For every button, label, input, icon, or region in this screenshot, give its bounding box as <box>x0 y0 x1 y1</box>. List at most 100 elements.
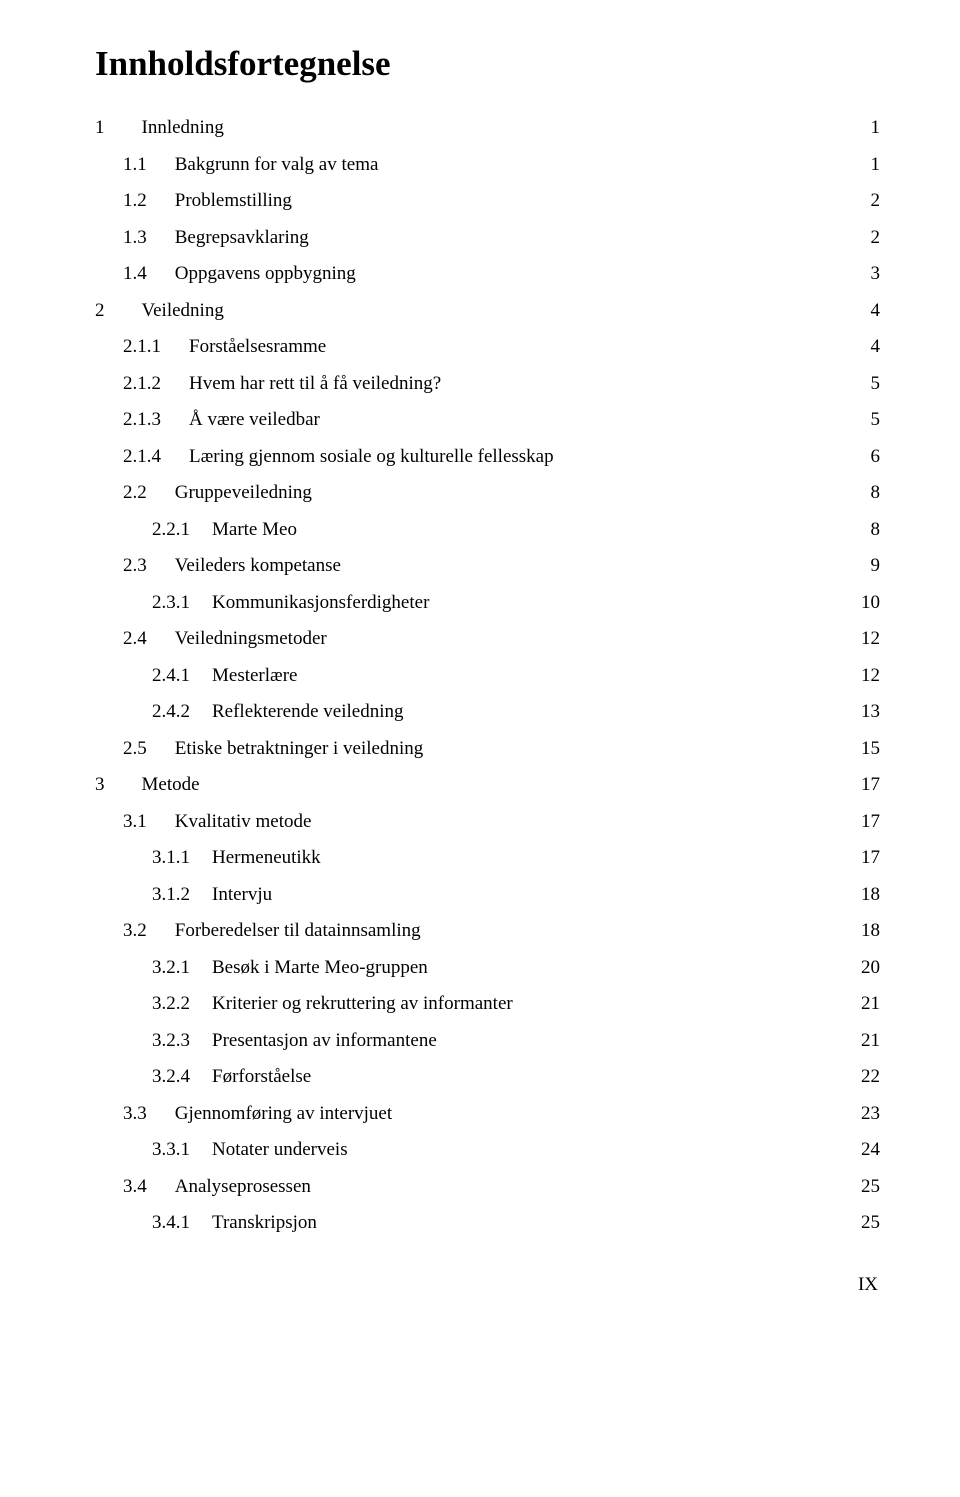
toc-entry-page: 18 <box>861 885 880 904</box>
toc-entry-page: 17 <box>861 812 880 831</box>
toc-entry: 3.3 Gjennomføring av intervjuet 23 <box>123 1104 880 1123</box>
toc-entry-number: 3.2 <box>123 921 147 940</box>
toc-entry-text: Å være veiledbar <box>189 410 320 429</box>
toc-entry-page: 21 <box>861 994 880 1013</box>
toc-entry-text: Gjennomføring av intervjuet <box>175 1104 392 1123</box>
toc-entry-number: 1.1 <box>123 155 147 174</box>
toc-entry-page: 1 <box>871 155 881 174</box>
toc-entry-page: 18 <box>861 921 880 940</box>
toc-entry: 3.1.1 Hermeneutikk 17 <box>152 848 880 867</box>
toc-entry-number: 1.2 <box>123 191 147 210</box>
toc-entry-text: Hermeneutikk <box>212 848 321 867</box>
toc-entry-page: 12 <box>861 629 880 648</box>
toc-entry-number: 3.2.4 <box>152 1067 190 1086</box>
toc-entry-text: Notater underveis <box>212 1140 348 1159</box>
toc-entry: 2.2.1Marte Meo 8 <box>152 520 880 539</box>
toc-entry-text: Begrepsavklaring <box>175 228 309 247</box>
toc-entry-page: 17 <box>861 848 880 867</box>
toc-entry-number: 1.4 <box>123 264 147 283</box>
toc-entry: 1.3Begrepsavklaring 2 <box>123 228 880 247</box>
toc-entry-number: 2 <box>95 301 105 320</box>
toc-entry: 2.2Gruppeveiledning 8 <box>123 483 880 502</box>
toc-entry: 3.3.1Notater underveis 24 <box>152 1140 880 1159</box>
toc-entry-text: Transkripsjon <box>212 1213 317 1232</box>
toc-entry: 1.1 Bakgrunn for valg av tema 1 <box>123 155 880 174</box>
toc-entry-number: 2.1.1 <box>123 337 161 356</box>
toc-entry-text: Etiske betraktninger i veiledning <box>175 739 424 758</box>
toc-entry-text: Problemstilling <box>175 191 292 210</box>
toc-entry-number: 2.3 <box>123 556 147 575</box>
toc-entry: 2.5Etiske betraktninger i veiledning 15 <box>123 739 880 758</box>
toc-entry: 3.4.1Transkripsjon 25 <box>152 1213 880 1232</box>
toc-entry-text: Veiledning <box>142 301 224 320</box>
toc-entry-number: 2.1.2 <box>123 374 161 393</box>
toc-entry-number: 2.4.2 <box>152 702 190 721</box>
toc-entry: 3.1.2 Intervju 18 <box>152 885 880 904</box>
toc-entry-page: 8 <box>871 520 881 539</box>
toc-entry: 2.4Veiledningsmetoder 12 <box>123 629 880 648</box>
toc-entry-page: 22 <box>861 1067 880 1086</box>
toc-entry-text: Metode <box>142 775 200 794</box>
toc-entry-text: Veileders kompetanse <box>175 556 341 575</box>
toc-entry-number: 3.1 <box>123 812 147 831</box>
toc-entry-number: 3 <box>95 775 105 794</box>
toc-entry-number: 3.2.2 <box>152 994 190 1013</box>
toc-entry-number: 2.1.3 <box>123 410 161 429</box>
toc-entry-page: 5 <box>871 410 881 429</box>
toc-entry-page: 4 <box>871 301 881 320</box>
toc-entry-page: 20 <box>861 958 880 977</box>
toc-entry: 3.2.4Førforståelse 22 <box>152 1067 880 1086</box>
toc-entry-page: 8 <box>871 483 881 502</box>
toc-entry-page: 23 <box>861 1104 880 1123</box>
toc-entry-number: 3.4 <box>123 1177 147 1196</box>
toc-entry: 3.1Kvalitativ metode 17 <box>123 812 880 831</box>
page-number: IX <box>95 1274 880 1296</box>
toc-entry: 2.1.3 Å være veiledbar 5 <box>123 410 880 429</box>
toc-entry: 2.1.4Læring gjennom sosiale og kulturell… <box>123 447 880 466</box>
toc-entry-page: 9 <box>871 556 881 575</box>
toc-entry-page: 1 <box>871 118 881 137</box>
toc-entry-text: Læring gjennom sosiale og kulturelle fel… <box>189 447 554 466</box>
toc-entry-number: 3.3 <box>123 1104 147 1123</box>
toc-entry: 3.2.3Presentasjon av informantene 21 <box>152 1031 880 1050</box>
toc-entry-page: 6 <box>871 447 881 466</box>
toc-entry-number: 3.1.2 <box>152 885 190 904</box>
toc-entry: 2.1.1Forståelsesramme 4 <box>123 337 880 356</box>
toc-entry-number: 2.4.1 <box>152 666 190 685</box>
toc-entry-text: Bakgrunn for valg av tema <box>175 155 379 174</box>
toc-entry: 1.4Oppgavens oppbygning 3 <box>123 264 880 283</box>
toc-entry-number: 3.2.1 <box>152 958 190 977</box>
toc-entry-number: 3.4.1 <box>152 1213 190 1232</box>
toc-entry-text: Besøk i Marte Meo-gruppen <box>212 958 428 977</box>
toc-entry: 2.4.2Reflekterende veiledning 13 <box>152 702 880 721</box>
toc-entry: 3.2.1 Besøk i Marte Meo-gruppen 20 <box>152 958 880 977</box>
toc-entry-number: 3.2.3 <box>152 1031 190 1050</box>
toc-entry-number: 3.1.1 <box>152 848 190 867</box>
toc-entry-text: Veiledningsmetoder <box>175 629 327 648</box>
toc-entry: 3.4 Analyseprosessen 25 <box>123 1177 880 1196</box>
toc-entry-text: Kriterier og rekruttering av informanter <box>212 994 513 1013</box>
toc-entry-page: 25 <box>861 1177 880 1196</box>
toc-entry-page: 4 <box>871 337 881 356</box>
toc-entry-text: Marte Meo <box>212 520 297 539</box>
toc-entry-page: 2 <box>871 228 881 247</box>
toc-entry-text: Kommunikasjonsferdigheter <box>212 593 429 612</box>
toc-entry: 3 Metode 17 <box>95 775 880 794</box>
toc-entry: 2.3.1 Kommunikasjonsferdigheter 10 <box>152 593 880 612</box>
toc-entry-page: 5 <box>871 374 881 393</box>
toc-entry-text: Intervju <box>212 885 272 904</box>
toc-entry-page: 2 <box>871 191 881 210</box>
toc-entry-page: 17 <box>861 775 880 794</box>
toc-entry-page: 15 <box>861 739 880 758</box>
toc-entry-number: 1 <box>95 118 105 137</box>
toc-entry-page: 12 <box>861 666 880 685</box>
toc-entry-text: Analyseprosessen <box>175 1177 311 1196</box>
table-of-contents: 1Innledning 11.1Bakgrunn for valg av tem… <box>95 118 880 1232</box>
toc-entry: 2.4.1Mesterlære 12 <box>152 666 880 685</box>
toc-entry-page: 10 <box>861 593 880 612</box>
toc-entry-page: 13 <box>861 702 880 721</box>
toc-entry: 2.1.2Hvem har rett til å få veiledning? … <box>123 374 880 393</box>
toc-entry-text: Forberedelser til datainnsamling <box>175 921 421 940</box>
toc-entry-number: 3.3.1 <box>152 1140 190 1159</box>
toc-entry-number: 2.3.1 <box>152 593 190 612</box>
